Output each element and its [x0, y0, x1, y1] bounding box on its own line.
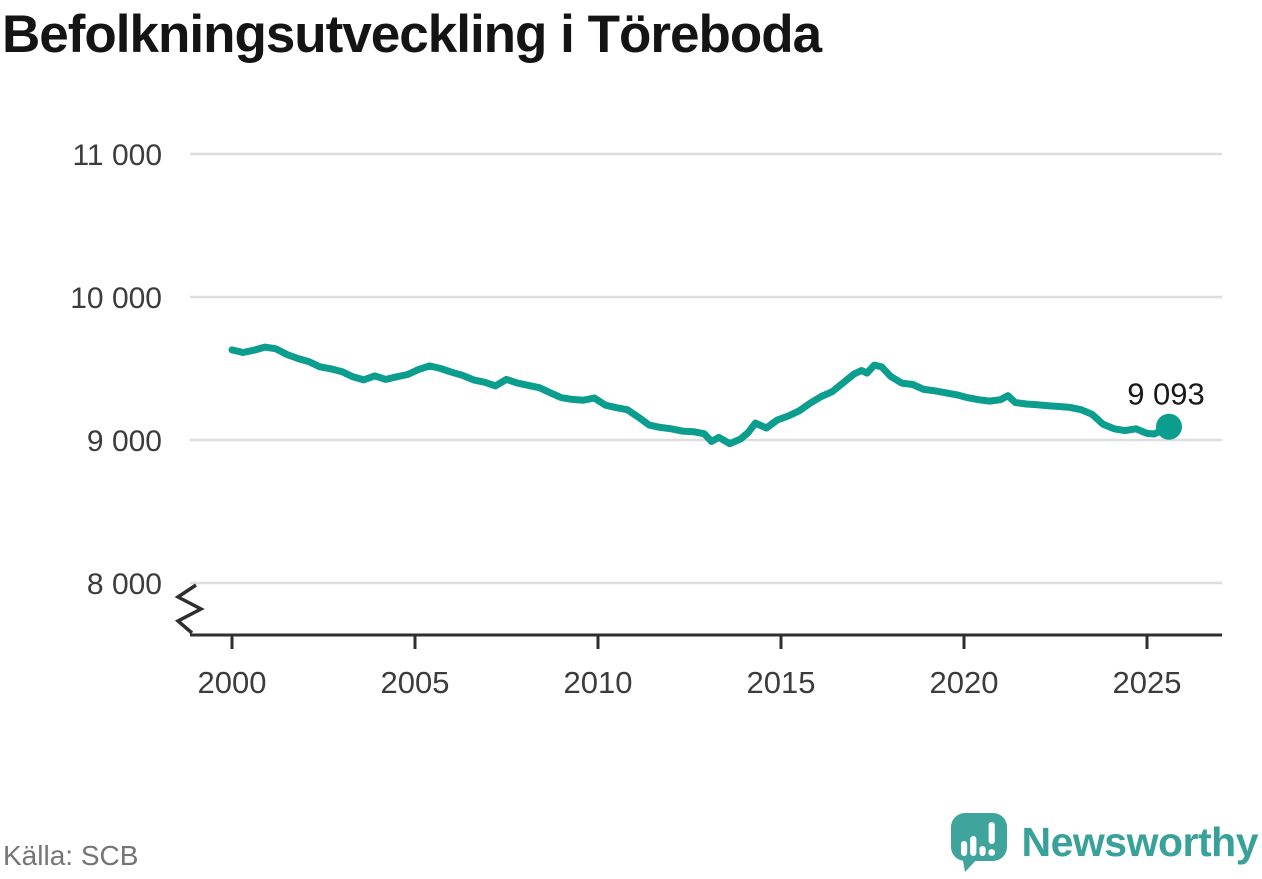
x-axis-label: 2015 [747, 665, 816, 700]
x-axis-label: 2025 [1113, 665, 1182, 700]
series-endpoint-dot [1156, 413, 1182, 440]
x-axis-label: 2005 [381, 665, 450, 700]
y-axis-labels: 8 000 9 000 10 000 11 000 [70, 139, 162, 601]
x-axis-label: 2020 [930, 665, 999, 700]
newsworthy-logo-text: Newsworthy [1021, 818, 1259, 865]
y-axis-break-icon [174, 583, 205, 635]
end-value-label: 9 093 [1127, 377, 1205, 412]
newsworthy-logo: Newsworthy [948, 811, 1259, 873]
series-group: 9 093 [228, 343, 1205, 448]
x-axis-label: 2010 [564, 665, 633, 700]
y-axis-label: 11 000 [72, 139, 162, 172]
source-label: Källa: SCB [3, 840, 139, 871]
gridlines [190, 152, 1222, 585]
y-axis-label: 10 000 [70, 282, 162, 315]
y-axis-label: 9 000 [87, 425, 162, 458]
x-axis-ticks: 2000 2005 2010 2015 2020 2025 [198, 635, 1182, 700]
chart-title: Befolkningsutveckling i Töreboda [2, 5, 822, 64]
y-axis-label: 8 000 [87, 568, 162, 601]
population-series-line [228, 343, 1173, 448]
x-axis-label: 2000 [198, 665, 267, 700]
newsworthy-logo-icon [950, 813, 1007, 872]
